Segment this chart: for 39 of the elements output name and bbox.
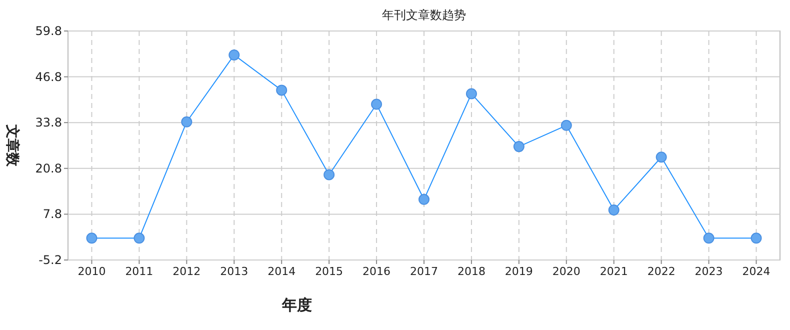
x-tick-label: 2014 — [268, 265, 296, 278]
point — [656, 152, 667, 163]
y-tick-label: 46.8 — [35, 70, 62, 84]
x-tick-label: 2024 — [742, 265, 770, 278]
x-tick-label: 2015 — [315, 265, 344, 278]
x-tick-label: 2019 — [504, 265, 533, 278]
point — [86, 232, 98, 244]
point — [466, 88, 477, 100]
x-tick-label: 2011 — [125, 265, 154, 278]
y-tick-label: 59.8 — [35, 24, 62, 38]
point — [608, 204, 620, 216]
point — [276, 84, 288, 96]
y-tick-label: -5.2 — [38, 253, 62, 267]
point — [703, 232, 714, 244]
point — [560, 120, 572, 131]
x-tick-label: 2010 — [78, 265, 106, 278]
point — [228, 49, 240, 60]
point — [750, 232, 762, 244]
x-tick-label: 2020 — [552, 265, 580, 278]
y-tick-label: 20.8 — [35, 161, 62, 176]
x-tick-label: 2021 — [600, 265, 628, 278]
x-tick-label: 2022 — [647, 265, 676, 278]
x-tick-label: 2013 — [220, 265, 248, 278]
x-tick-label: 2017 — [410, 265, 438, 278]
point — [371, 98, 382, 110]
y-tick-label: 33.8 — [35, 116, 62, 130]
x-tick-label: 2016 — [362, 265, 391, 278]
point — [418, 194, 430, 205]
point — [134, 232, 145, 244]
x-tick-label: 2023 — [694, 265, 723, 278]
y-axis-title: 文章数 — [4, 124, 21, 168]
point — [513, 141, 524, 152]
x-tick-label: 2018 — [457, 265, 486, 278]
x-tick-label: 2012 — [172, 265, 201, 278]
point — [324, 169, 335, 180]
point — [181, 116, 192, 128]
x-axis-title: 年度 — [281, 296, 312, 314]
y-tick-label: 7.8 — [42, 207, 62, 222]
chart-title: 年刊文章数趋势 — [382, 8, 466, 22]
